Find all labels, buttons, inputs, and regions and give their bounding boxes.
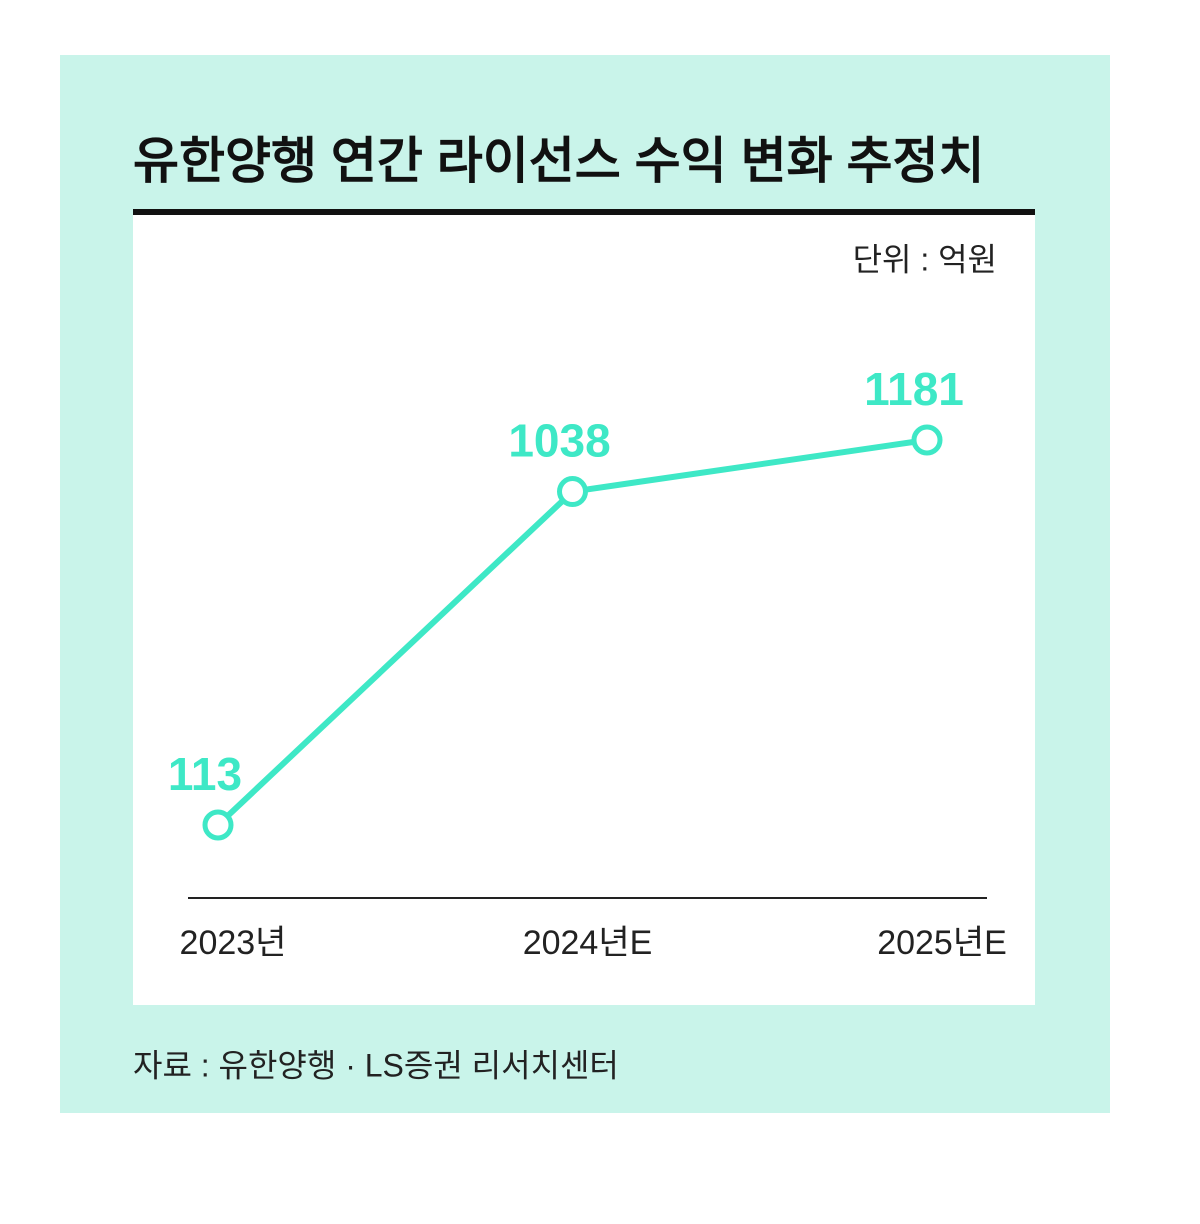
- source-note: 자료 : 유한양행 · LS증권 리서치센터: [133, 1047, 619, 1083]
- x-tick-label: 2025년E: [877, 924, 1007, 962]
- unit-label: 단위 : 억원: [853, 241, 997, 277]
- chart-title: 유한양행 연간 라이선스 수익 변화 추정치: [133, 133, 984, 189]
- point-marker: [911, 424, 943, 456]
- point-marker: [202, 809, 234, 841]
- plot-panel: [133, 215, 1035, 1005]
- data-label: 1181: [864, 363, 964, 415]
- data-label: 113: [168, 748, 242, 800]
- x-tick-label: 2024년E: [523, 924, 653, 962]
- title-rule: [133, 209, 1035, 215]
- data-label: 1038: [508, 415, 610, 467]
- x-tick-label: 2023년: [180, 924, 287, 962]
- point-marker: [557, 476, 588, 508]
